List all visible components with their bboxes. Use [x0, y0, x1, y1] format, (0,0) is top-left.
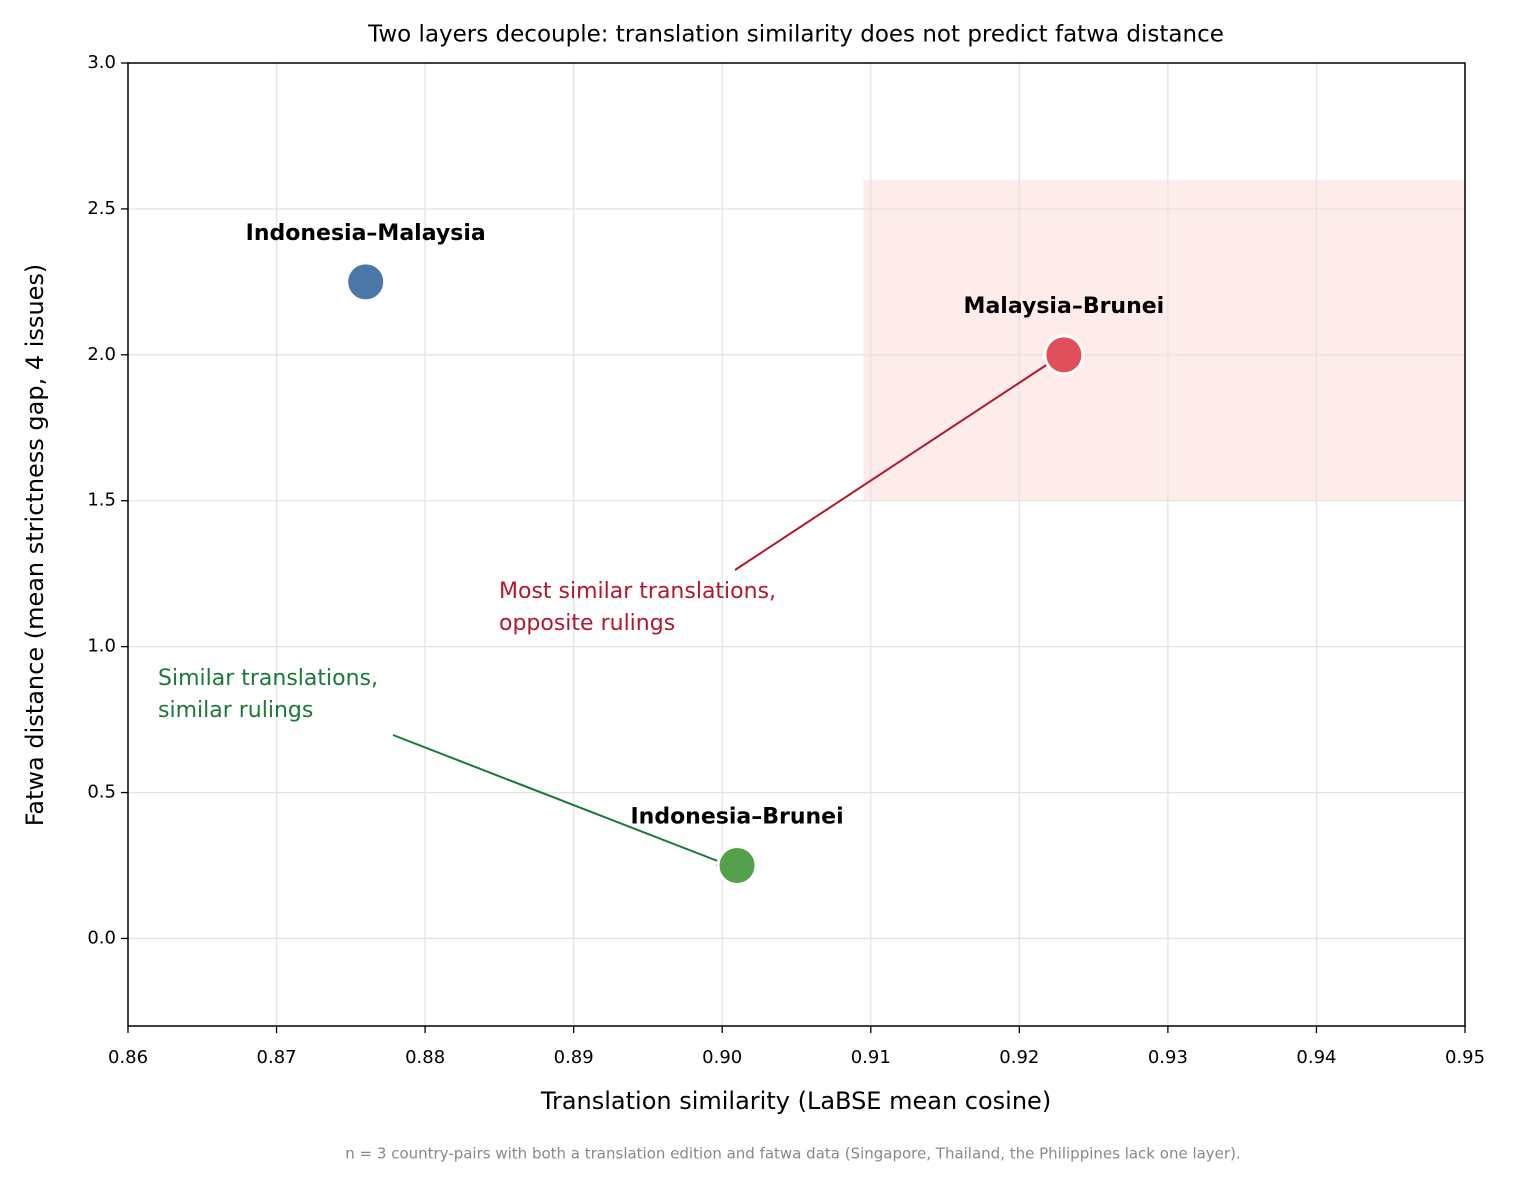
- annotation-arrow: [392, 734, 728, 865]
- x-tick-label: 0.89: [554, 1047, 594, 1068]
- y-tick-label: 1.0: [87, 636, 116, 657]
- annotation-text: opposite rulings: [499, 611, 675, 636]
- y-tick-label: 0.5: [87, 782, 116, 803]
- point-label: Malaysia–Brunei: [964, 294, 1165, 319]
- x-tick-label: 0.94: [1296, 1047, 1336, 1068]
- highlight-region: [863, 179, 1465, 501]
- scatter-point: [716, 845, 758, 886]
- x-tick-label: 0.93: [1148, 1047, 1188, 1068]
- chart-title: Two layers decouple: translation similar…: [367, 22, 1224, 48]
- x-tick-label: 0.92: [999, 1047, 1039, 1068]
- y-tick-label: 2.5: [87, 198, 116, 219]
- x-axis-label: Translation similarity (LaBSE mean cosin…: [540, 1087, 1051, 1115]
- point-label: Indonesia–Brunei: [630, 805, 843, 830]
- annotation-arrow: [734, 358, 1057, 571]
- y-tick-label: 3.0: [87, 52, 116, 73]
- annotation-text: Most similar translations,: [499, 579, 776, 604]
- y-tick-label: 1.5: [87, 490, 116, 511]
- y-tick-label: 0.0: [87, 927, 116, 948]
- footnote: n = 3 country-pairs with both a translat…: [345, 1145, 1240, 1163]
- x-tick-label: 0.88: [405, 1047, 445, 1068]
- x-tick-label: 0.87: [257, 1047, 297, 1068]
- plot-frame: [127, 62, 1466, 1027]
- scatter-point: [1043, 334, 1085, 376]
- point-label: Indonesia–Malaysia: [246, 221, 486, 246]
- x-tick-label: 0.86: [108, 1047, 148, 1068]
- y-tick-label: 2.0: [87, 344, 116, 365]
- scatter-point: [345, 261, 387, 303]
- x-tick-label: 0.91: [851, 1047, 891, 1068]
- x-tick-label: 0.90: [702, 1047, 742, 1068]
- annotation-text: Similar translations,: [158, 666, 378, 691]
- x-tick-label: 0.95: [1445, 1047, 1485, 1068]
- annotation-text: similar rulings: [158, 698, 313, 723]
- y-axis-label: Fatwa distance (mean strictness gap, 4 i…: [21, 264, 49, 827]
